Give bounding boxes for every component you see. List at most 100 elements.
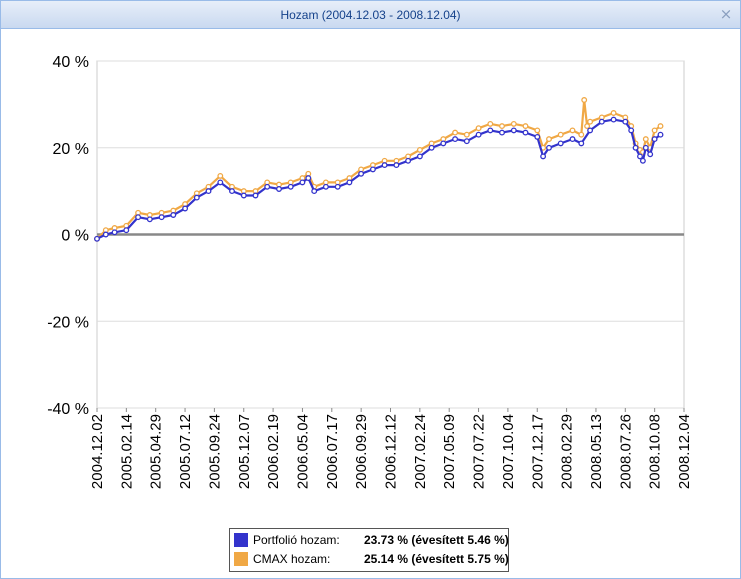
- data-point: [622, 118, 629, 125]
- data-point: [487, 120, 494, 127]
- data-point: [569, 127, 576, 134]
- data-point: [452, 136, 459, 143]
- x-tick-label: 2007.05.09: [441, 414, 458, 489]
- legend-label: Portfolió hozam:: [253, 533, 340, 547]
- data-point: [534, 127, 541, 134]
- data-point: [651, 127, 658, 134]
- data-point: [557, 131, 564, 138]
- y-tick-label: -40 %: [47, 401, 89, 418]
- data-point: [369, 166, 376, 173]
- data-point: [499, 129, 505, 136]
- data-point: [584, 123, 591, 130]
- x-tick-label: 2008.07.26: [617, 414, 634, 489]
- data-point: [475, 131, 482, 138]
- line-chart: 40 % 20 % 0 % -20 % -40 %2004.12.02 2005.02.1…: [47, 54, 693, 489]
- data-point: [463, 131, 470, 138]
- legend-item-cmax: CMAX hozam: 25.14 % (évesített 5.75 %): [234, 551, 509, 568]
- data-point: [416, 146, 423, 153]
- x-tick-label: 2007.10.04: [500, 414, 517, 489]
- data-point: [569, 136, 576, 143]
- data-point: [264, 183, 271, 190]
- x-tick-label: 2006.09.29: [353, 414, 370, 489]
- data-point: [632, 144, 639, 151]
- data-point: [534, 133, 541, 140]
- data-point: [393, 162, 400, 169]
- data-point: [578, 140, 585, 147]
- x-tick-label: 2005.02.14: [118, 414, 135, 489]
- data-point: [381, 162, 388, 169]
- data-point: [217, 179, 224, 186]
- x-tick-label: 2006.12.12: [383, 414, 400, 489]
- x-tick-label: 2008.10.08: [647, 414, 664, 489]
- data-point: [240, 192, 247, 199]
- data-point: [581, 97, 588, 103]
- legend-value: 23.73 % (évesített 5.46 %): [364, 533, 509, 547]
- data-point: [546, 144, 552, 151]
- data-point: [642, 144, 649, 151]
- data-point: [322, 183, 329, 190]
- data-point: [287, 183, 294, 190]
- data-point: [111, 229, 118, 236]
- data-point: [170, 212, 177, 218]
- data-point: [610, 110, 617, 116]
- data-point: [346, 179, 353, 186]
- x-tick-label: 2007.07.22: [471, 414, 488, 489]
- window-title: Hozam (2004.12.03 - 2008.12.04): [280, 8, 461, 22]
- data-point: [405, 157, 412, 164]
- y-tick-label: 0 %: [61, 228, 89, 245]
- data-point: [637, 153, 643, 160]
- data-point: [587, 127, 594, 134]
- x-tick-label: 2006.07.17: [324, 414, 341, 489]
- x-tick-label: 2005.09.24: [206, 414, 223, 489]
- x-tick-label: 2008.12.04: [676, 414, 693, 489]
- data-point: [647, 151, 654, 158]
- data-point: [651, 136, 658, 143]
- data-point: [463, 138, 470, 145]
- data-point: [522, 129, 529, 136]
- x-tick-label: 2006.05.04: [294, 414, 311, 489]
- data-point: [102, 231, 109, 238]
- data-point: [358, 170, 365, 177]
- close-icon[interactable]: ×: [719, 5, 733, 23]
- x-tick-label: 2007.12.17: [529, 414, 546, 489]
- data-point: [557, 140, 564, 147]
- x-tick-label: 2004.12.02: [89, 414, 106, 489]
- x-tick-label: 2008.05.13: [588, 414, 605, 489]
- data-point: [416, 153, 423, 160]
- y-tick-label: 20 %: [53, 141, 89, 158]
- data-point: [299, 179, 306, 186]
- x-tick-label: 2005.12.07: [236, 414, 253, 489]
- window-titlebar: Hozam (2004.12.03 - 2008.12.04) ×: [1, 1, 740, 29]
- data-point: [587, 118, 594, 125]
- data-point: [123, 227, 130, 234]
- x-tick-label: 2006.02.19: [265, 414, 282, 489]
- data-point: [135, 214, 142, 221]
- data-point: [440, 140, 447, 147]
- data-point: [657, 131, 664, 138]
- x-tick-label: 2007.02.24: [412, 414, 429, 489]
- data-point: [146, 216, 153, 223]
- data-point: [276, 186, 282, 192]
- data-point: [610, 116, 617, 123]
- data-point: [182, 205, 189, 212]
- x-tick-label: 2005.04.29: [148, 414, 165, 489]
- legend-swatch-cmax: [234, 552, 248, 566]
- data-point: [305, 175, 312, 182]
- chart-legend: Portfolió hozam: 23.73 % (évesített 5.46 …: [229, 528, 509, 572]
- data-point: [252, 192, 259, 199]
- data-point: [628, 127, 635, 134]
- y-tick-label: 40 %: [53, 54, 89, 71]
- data-point: [598, 118, 605, 125]
- data-point: [311, 188, 318, 195]
- legend-item-portfolio: Portfolió hozam: 23.73 % (évesített 5.46 …: [234, 532, 509, 549]
- data-point: [639, 157, 646, 164]
- data-point: [657, 123, 664, 130]
- data-point: [428, 144, 435, 151]
- data-point: [510, 127, 517, 134]
- data-point: [158, 214, 165, 221]
- y-tick-label: -20 %: [47, 314, 89, 331]
- data-point: [229, 188, 235, 195]
- data-point: [94, 235, 100, 242]
- x-tick-label: 2005.07.12: [177, 414, 194, 489]
- data-point: [334, 183, 341, 190]
